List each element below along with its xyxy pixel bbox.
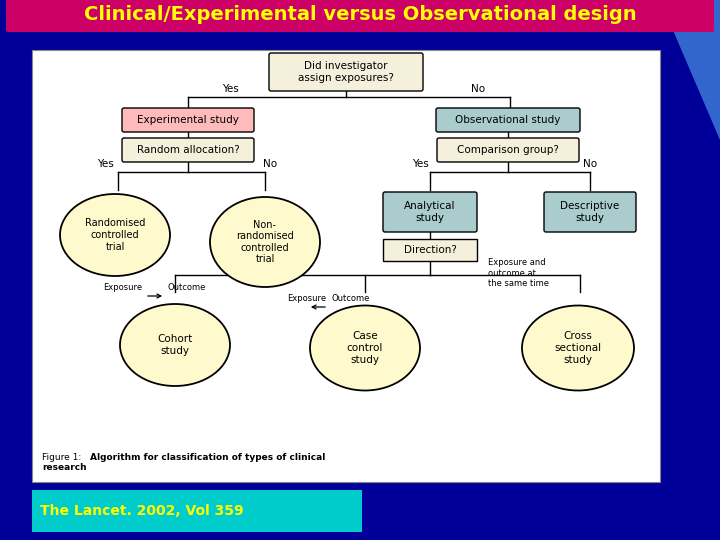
Ellipse shape (522, 306, 634, 390)
Text: Yes: Yes (222, 84, 238, 94)
Text: Direction?: Direction? (404, 245, 456, 255)
FancyBboxPatch shape (544, 192, 636, 232)
FancyBboxPatch shape (122, 138, 254, 162)
Text: Yes: Yes (412, 159, 428, 169)
FancyBboxPatch shape (437, 138, 579, 162)
FancyBboxPatch shape (383, 239, 477, 261)
Text: Exposure: Exposure (287, 294, 326, 303)
Text: No: No (583, 159, 597, 169)
Text: Random allocation?: Random allocation? (137, 145, 239, 155)
FancyBboxPatch shape (436, 108, 580, 132)
Text: Cross
sectional
study: Cross sectional study (554, 332, 602, 364)
FancyBboxPatch shape (6, 0, 714, 32)
Text: Case
control
study: Case control study (347, 332, 383, 364)
Text: Outcome: Outcome (168, 283, 207, 292)
Text: Observational study: Observational study (455, 115, 561, 125)
Polygon shape (660, 0, 720, 140)
Text: No: No (263, 159, 277, 169)
FancyBboxPatch shape (32, 50, 660, 482)
Text: Exposure: Exposure (103, 283, 142, 292)
Ellipse shape (310, 306, 420, 390)
Text: The Lancet. 2002, Vol 359: The Lancet. 2002, Vol 359 (40, 504, 243, 518)
Text: Clinical/Experimental versus Observational design: Clinical/Experimental versus Observation… (84, 5, 636, 24)
Text: Exposure and
outcome at
the same time: Exposure and outcome at the same time (488, 258, 549, 288)
FancyBboxPatch shape (383, 192, 477, 232)
Text: Figure 1:: Figure 1: (42, 454, 84, 462)
Text: No: No (471, 84, 485, 94)
FancyBboxPatch shape (122, 108, 254, 132)
Text: Comparison group?: Comparison group? (457, 145, 559, 155)
Ellipse shape (60, 194, 170, 276)
Text: Yes: Yes (96, 159, 113, 169)
Text: Did investigator
assign exposures?: Did investigator assign exposures? (298, 61, 394, 83)
Text: Analytical
study: Analytical study (404, 201, 456, 223)
Text: Experimental study: Experimental study (137, 115, 239, 125)
Text: Non-
randomised
controlled
trial: Non- randomised controlled trial (236, 220, 294, 265)
Text: Cohort
study: Cohort study (158, 334, 193, 356)
FancyBboxPatch shape (32, 490, 362, 532)
Text: Algorithm for classification of types of clinical: Algorithm for classification of types of… (90, 454, 325, 462)
Ellipse shape (120, 304, 230, 386)
Text: Randomised
controlled
trial: Randomised controlled trial (85, 218, 145, 252)
Text: research: research (42, 462, 86, 471)
Text: Descriptive
study: Descriptive study (560, 201, 620, 223)
FancyBboxPatch shape (269, 53, 423, 91)
Ellipse shape (210, 197, 320, 287)
Text: Outcome: Outcome (332, 294, 370, 303)
